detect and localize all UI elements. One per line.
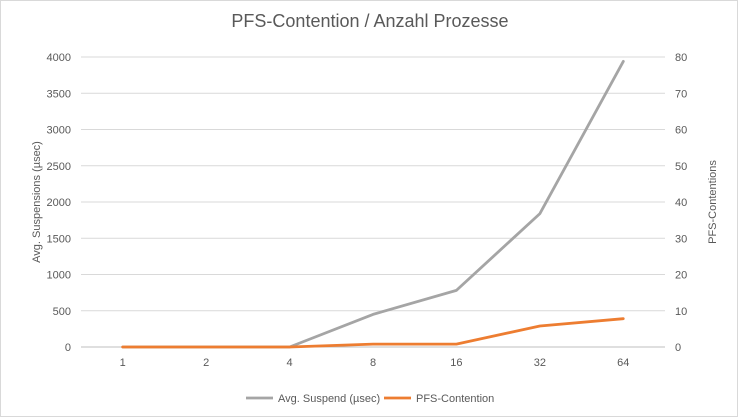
y-axis-left-ticks: 0 500 1000 1500 2000 2500 3000 3500 4000 — [47, 52, 71, 354]
legend-label: PFS-Contention — [416, 393, 494, 405]
x-tick-label: 4 — [287, 357, 293, 369]
y2-tick-label: 40 — [675, 197, 687, 209]
series-lines — [121, 60, 625, 349]
y-tick-label: 2500 — [47, 161, 71, 173]
y2-tick-label: 70 — [675, 88, 687, 100]
y-tick-label: 500 — [53, 306, 71, 318]
y-axis-right-ticks: 0 10 20 30 40 50 60 70 80 — [675, 52, 687, 354]
gridlines — [81, 56, 665, 348]
x-tick-label: 8 — [370, 357, 376, 369]
y-axis-right-title: PFS-Contentions — [707, 160, 719, 244]
y2-tick-label: 50 — [675, 161, 687, 173]
x-tick-label: 2 — [203, 357, 209, 369]
y-tick-label: 2000 — [47, 197, 71, 209]
y-tick-label: 3000 — [47, 125, 71, 137]
y-tick-label: 3500 — [47, 88, 71, 100]
y2-tick-label: 80 — [675, 52, 687, 64]
x-tick-label: 32 — [534, 357, 546, 369]
y2-tick-label: 30 — [675, 233, 687, 245]
x-tick-label: 1 — [120, 357, 126, 369]
legend: Avg. Suspend (µsec) PFS-Contention — [246, 393, 494, 405]
y-tick-label: 4000 — [47, 52, 71, 64]
chart-title: PFS-Contention / Anzahl Prozesse — [231, 11, 508, 31]
x-axis-ticks: 1 2 4 8 16 32 64 — [120, 357, 630, 369]
y2-tick-label: 10 — [675, 306, 687, 318]
y-tick-label: 1000 — [47, 270, 71, 282]
y-axis-left-title: Avg. Suspensions (µsec) — [31, 141, 43, 263]
x-tick-label: 64 — [617, 357, 629, 369]
y-tick-label: 1500 — [47, 233, 71, 245]
x-tick-label: 16 — [450, 357, 462, 369]
series-line-avg-suspend-sec — [121, 60, 625, 349]
series-line-pfs-contention — [121, 317, 625, 349]
y-tick-label: 0 — [65, 342, 71, 354]
y2-tick-label: 0 — [675, 342, 681, 354]
legend-label: Avg. Suspend (µsec) — [278, 393, 380, 405]
y2-tick-label: 20 — [675, 270, 687, 282]
y2-tick-label: 60 — [675, 125, 687, 137]
